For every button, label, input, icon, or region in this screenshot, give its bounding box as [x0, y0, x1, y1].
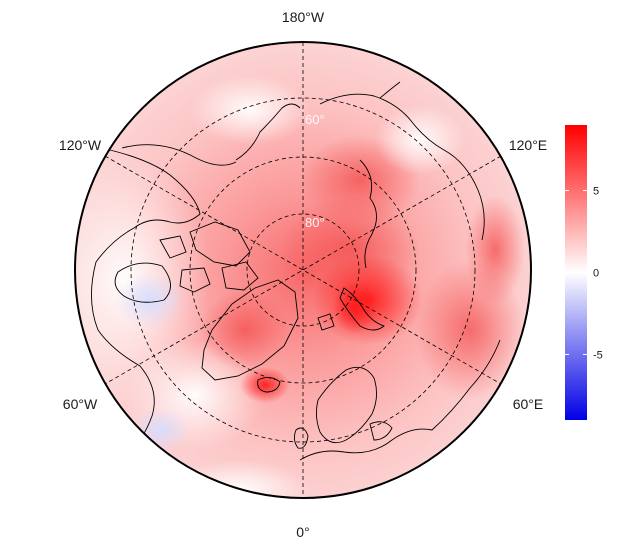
- lon-label-lower-left: 60°W: [63, 396, 98, 412]
- lat-label-80: 80°: [305, 215, 325, 230]
- lon-label-lower-right: 60°E: [513, 396, 544, 412]
- canada-islands-coast: [189, 221, 251, 267]
- colorbar-tick-label: -5: [593, 349, 603, 361]
- colorbar-ramp: [565, 125, 587, 420]
- north-america-coast: [91, 149, 201, 453]
- lon-label-bottom: 0°: [296, 524, 309, 540]
- graticule: [104, 42, 502, 498]
- colorbar-tick-label: 5: [593, 186, 599, 198]
- lon-label-upper-left: 120°W: [59, 137, 102, 153]
- novaya-zemlya-coast: [339, 287, 385, 331]
- latitude-circle-70: [189, 156, 417, 384]
- lon-label-top: 180°W: [282, 9, 325, 25]
- anomaly-field: [75, 42, 531, 498]
- greenland-coast: [201, 279, 299, 381]
- lat-label-60: 60°: [305, 112, 325, 127]
- scandinavia-coast: [315, 366, 377, 444]
- colorbar-tick-label: 0: [593, 268, 599, 280]
- coastlines: [91, 81, 501, 461]
- hudson-bay-coast: [114, 262, 171, 303]
- latitude-circle-60: [130, 97, 476, 443]
- alaska-coast: [235, 103, 301, 161]
- europe-coast: [299, 339, 501, 461]
- meridian-120e-60w: [104, 155, 502, 385]
- colorbar: 5 0 -5: [565, 125, 603, 420]
- lon-label-upper-right: 120°E: [509, 137, 547, 153]
- siberia-coast: [319, 93, 485, 241]
- svalbard-coast: [317, 313, 335, 331]
- meridian-120w-60e: [104, 155, 502, 385]
- iceland-coast: [257, 377, 281, 393]
- map-boundary: [74, 41, 532, 499]
